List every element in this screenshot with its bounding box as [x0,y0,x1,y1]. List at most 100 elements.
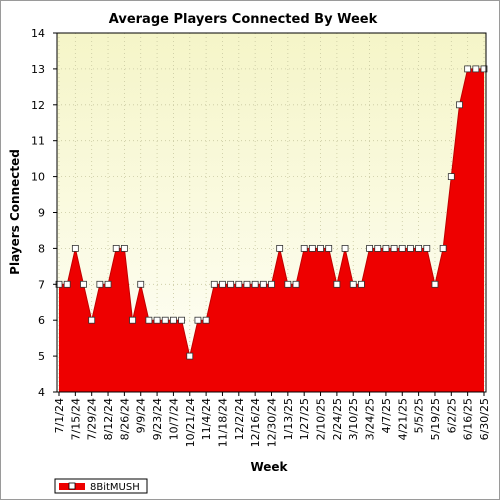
data-point [423,244,431,252]
data-point [186,352,194,360]
x-tick-label: 2/24/25 [331,398,344,440]
data-point [390,244,398,252]
data-point [145,316,153,324]
data-point [243,280,251,288]
x-tick-label: 9/9/24 [135,398,148,433]
y-tick-label: 14 [31,27,45,40]
x-tick-label: 12/30/24 [266,398,279,447]
y-tick-label: 9 [38,207,45,220]
x-tick-label: 12/16/24 [249,398,262,447]
data-point [63,280,71,288]
legend: 8BitMUSH [54,478,148,494]
data-point [341,244,349,252]
x-tick-label: 4/7/25 [380,398,393,433]
x-tick-label: 12/2/24 [233,398,246,440]
y-tick-label: 11 [31,135,45,148]
data-point [333,280,341,288]
data-point [358,280,365,288]
y-tick-label: 4 [38,386,45,399]
x-tick-label: 1/27/25 [298,398,311,440]
y-tick-label: 10 [31,171,45,184]
data-point [178,316,185,324]
data-point [472,65,480,73]
data-point [325,244,333,252]
x-tick-label: 11/18/24 [216,398,229,447]
x-tick-label: 4/21/25 [396,398,409,440]
data-point [120,244,128,252]
data-point [374,244,382,252]
x-tick-label: 7/29/24 [86,398,99,440]
x-tick-label: 5/19/25 [429,398,442,440]
data-point [439,244,447,252]
data-point [284,280,292,288]
data-point [251,280,259,288]
data-point [137,280,145,288]
data-point [104,280,112,288]
series-markers [55,65,488,360]
data-point [366,244,373,252]
y-axis-label: Players Connected [8,149,22,275]
data-point [268,280,275,288]
x-tick-label: 6/2/25 [445,398,458,433]
data-point [71,244,79,252]
data-point [276,244,284,252]
data-point [170,316,177,324]
data-point [227,280,235,288]
x-tick-label: 10/7/24 [167,398,180,440]
data-point [96,280,104,288]
data-point [464,65,472,73]
data-point [194,316,202,324]
x-tick-label: 5/5/25 [413,398,426,433]
data-point [407,244,414,252]
y-tick-label: 6 [38,314,45,327]
data-point [300,244,308,252]
data-point [398,244,406,252]
x-tick-label: 1/13/25 [282,398,295,440]
x-tick-label: 9/23/24 [151,398,164,440]
y-tick-label: 12 [31,99,45,112]
x-tick-label: 8/26/24 [118,398,131,440]
data-point [129,316,136,324]
x-tick-label: 3/10/25 [347,398,360,440]
data-point [210,280,218,288]
x-tick-label: 8/12/24 [102,398,115,440]
legend-label: 8BitMUSH [90,482,140,493]
data-point [308,244,316,252]
y-tick-label: 13 [31,63,45,76]
y-tick-label: 5 [38,350,45,363]
legend-marker [68,482,76,490]
data-point [112,244,120,252]
series-area [59,68,484,393]
data-point [80,280,87,288]
data-point [235,280,243,288]
y-tick-label: 8 [38,242,45,255]
data-point [219,280,226,288]
x-axis-ticks: 7/1/24 7/15/24 7/29/24 8/12/24 8/26/24 9/9/24… [53,392,491,447]
data-point [349,280,357,288]
data-point [456,101,463,109]
data-point [447,173,455,181]
x-tick-label: 6/16/25 [462,398,475,440]
x-tick-label: 3/24/25 [364,398,377,440]
data-point [161,316,169,324]
data-point [480,65,488,73]
data-point [88,316,96,324]
x-tick-label: 10/21/24 [184,398,197,447]
data-point [259,280,267,288]
data-point [153,316,161,324]
y-tick-label: 7 [38,278,45,291]
x-tick-label: 2/10/25 [315,398,328,440]
data-point [415,244,423,252]
data-point [202,316,210,324]
x-tick-label: 6/30/25 [478,398,491,440]
x-axis-label: Week [250,460,288,474]
x-tick-label: 11/4/24 [200,398,213,440]
data-point [292,280,300,288]
x-tick-label: 7/1/24 [53,398,66,433]
y-axis-ticks: 4 5 6 7 8 9 10 11 12 13 14 [31,27,57,399]
data-point [382,244,390,252]
data-point [431,280,439,288]
data-point [317,244,324,252]
